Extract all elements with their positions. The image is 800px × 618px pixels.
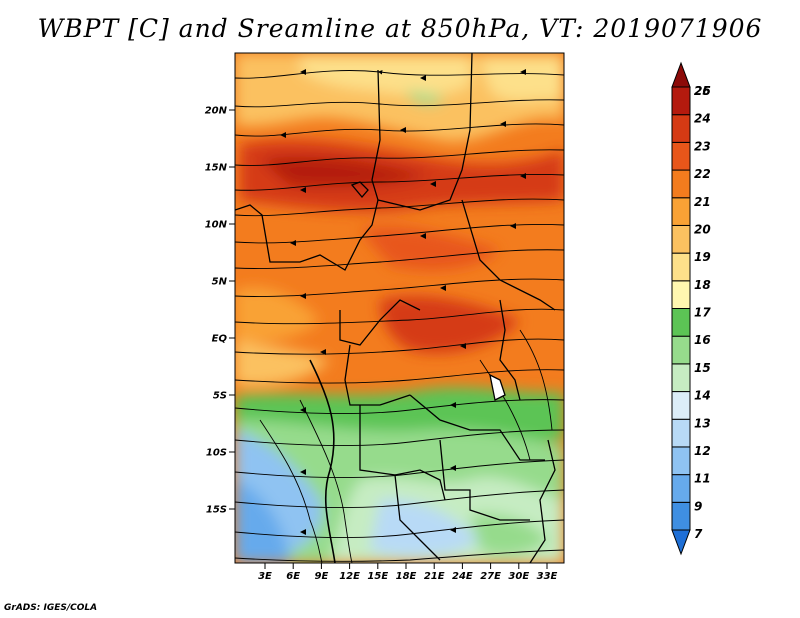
streamlines: [235, 70, 564, 563]
colorbar-segment: [671, 86, 691, 116]
colorbar-label: 24: [694, 112, 711, 126]
colorbar-segment-max: [671, 61, 691, 88]
colorbar-label: 19: [694, 250, 711, 264]
lon-label: 33E: [537, 571, 558, 582]
lon-label: 12E: [339, 571, 360, 582]
colorbar-segment: [671, 308, 691, 337]
colorbar-label: 14: [694, 389, 711, 403]
colorbar-label: 23: [694, 139, 711, 153]
colorbar-segment: [671, 197, 691, 226]
colorbar-label: 7: [694, 527, 703, 541]
temperature-field: [235, 53, 564, 563]
lat-label: 20N: [205, 106, 228, 117]
lat-label: 10S: [206, 448, 227, 459]
lon-label: 6E: [286, 571, 300, 582]
map-frame: [234, 52, 565, 564]
grads-credit: GrADS: IGES/COLA: [4, 603, 98, 613]
colorbar-label: 22: [694, 167, 711, 181]
colorbar-segment: [671, 252, 691, 282]
lon-label: 18E: [396, 571, 417, 582]
colorbar-segment: [671, 335, 691, 365]
longitude-axis: 3E 6E 9E 12E 15E 18E 21E 24E 27E 30E 33E: [258, 563, 558, 582]
stream-arrows: [280, 69, 526, 535]
colorbar-label: 13: [694, 416, 711, 430]
lon-label: 21E: [424, 571, 445, 582]
colorbar-segment: [671, 474, 691, 503]
colorbar-label: 11: [694, 472, 711, 486]
lat-label: 5S: [213, 391, 227, 402]
colorbar-segment-min: [671, 529, 691, 556]
colorbar-label: 9: [694, 499, 702, 513]
colorbar-segment: [671, 418, 691, 448]
colorbar-label: 15: [694, 361, 711, 375]
colorbar-label: 17: [694, 306, 711, 320]
lon-label: 27E: [480, 571, 501, 582]
lon-label: 30E: [508, 571, 529, 582]
lat-label: 10N: [205, 220, 228, 231]
colorbar-segment: [671, 446, 691, 476]
colorbar-segment: [671, 169, 691, 199]
lon-label: 15E: [367, 571, 388, 582]
colorbar-segment: [671, 363, 691, 393]
colorbar-label: 25: [694, 84, 711, 98]
colorbar-label: 18: [694, 278, 711, 292]
colorbar-label: 16: [694, 333, 711, 347]
lat-label: EQ: [212, 334, 228, 345]
country-borders: [235, 53, 556, 563]
lon-label: 24E: [452, 571, 473, 582]
chart-title: WBPT [C] and Sreamline at 850hPa, VT: 20…: [37, 14, 763, 43]
colorbar-segment: [671, 391, 691, 420]
lat-label: 15S: [206, 505, 227, 516]
colorbar-segment: [671, 280, 691, 309]
colorbar-label: 21: [694, 195, 711, 209]
colorbar-segment: [671, 141, 691, 171]
lat-label: 5N: [212, 277, 228, 288]
lon-label: 9E: [315, 571, 329, 582]
lon-label: 3E: [258, 571, 272, 582]
colorbar-label: 20: [694, 222, 711, 236]
colorbar-segment: [671, 224, 691, 254]
colorbar-label: 12: [694, 444, 711, 458]
lat-label: 15N: [205, 163, 228, 174]
colorbar-segment: [671, 501, 691, 531]
colorbar-segment: [671, 114, 691, 143]
latitude-axis: 20N 15N 10N 5N EQ 5S 10S 15S: [205, 106, 235, 516]
colorbar-label: 26: [694, 84, 711, 98]
